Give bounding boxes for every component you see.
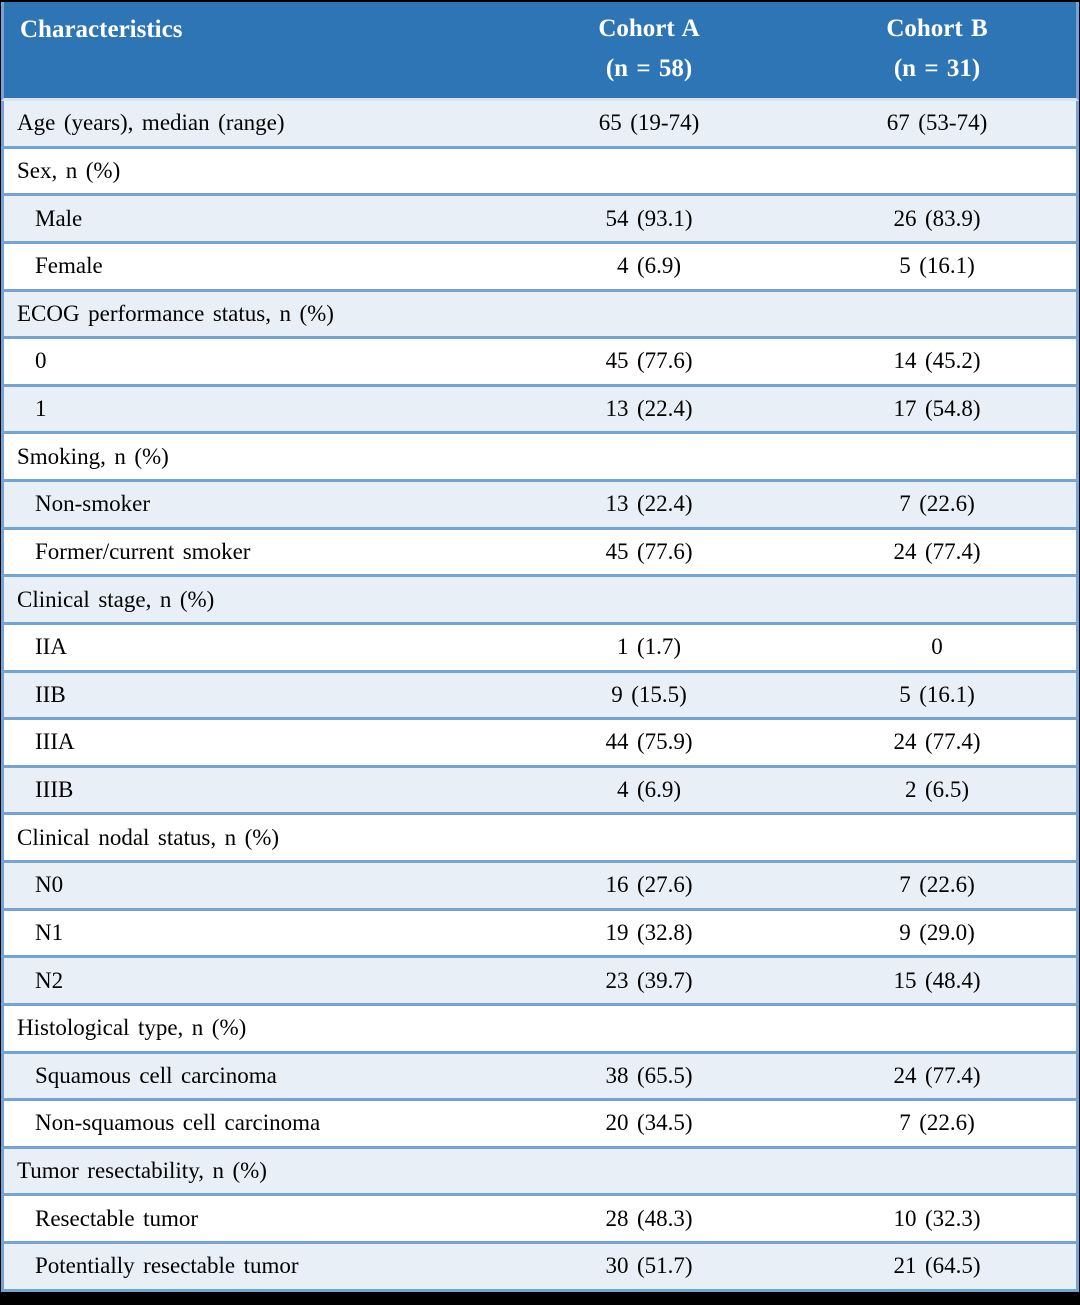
cohort-a-value: 44 (75.9): [605, 729, 693, 755]
cohort-b-value: 0: [931, 634, 943, 660]
bottom-black-bar: [0, 1292, 1080, 1305]
column-header-cohort-a: Cohort A (n = 58): [500, 2, 798, 98]
row-label: Age (years), median (range): [17, 110, 285, 136]
cohort-b-name: Cohort B: [886, 15, 988, 42]
cohort-b-value: 9 (29.0): [899, 919, 975, 945]
row-label: IIA: [35, 634, 67, 660]
row-label: N2: [35, 967, 64, 993]
cohort-a-value: 1 (1.7): [616, 634, 682, 660]
column-header-characteristics: Characteristics: [20, 16, 183, 43]
cohort-a-value: 23 (39.7): [605, 967, 693, 993]
table-row: Sex, n (%): [1, 148, 1079, 197]
cohort-a-value: 20 (34.5): [605, 1110, 693, 1136]
cohort-a-value: 45 (77.6): [605, 348, 693, 374]
table-row: 0 45 (77.6) 14 (45.2): [1, 339, 1079, 387]
table-row: N2 23 (39.7) 15 (48.4): [1, 958, 1079, 1006]
column-header-cohort-b: Cohort B (n = 31): [798, 2, 1076, 98]
cohort-a-sample-size: (n = 58): [605, 55, 693, 82]
table-row: Tumor resectability, n (%): [1, 1148, 1079, 1197]
table-row: Non-smoker 13 (22.4) 7 (22.6): [1, 482, 1079, 530]
cohort-a-name: Cohort A: [598, 15, 700, 42]
cohort-a-value: 16 (27.6): [605, 872, 693, 898]
table-row: 1 13 (22.4) 17 (54.8): [1, 386, 1079, 435]
row-label: Female: [35, 253, 103, 279]
cohort-b-value: 24 (77.4): [893, 729, 981, 755]
cohort-b-value: 67 (53-74): [886, 110, 988, 136]
row-label: N0: [35, 872, 64, 898]
cohort-a-value: 4 (6.9): [616, 253, 682, 279]
table-row: Resectable tumor 28 (48.3) 10 (32.3): [1, 1196, 1079, 1244]
row-label: Former/current smoker: [35, 538, 251, 564]
row-label: IIIB: [35, 777, 74, 803]
table-body: Age (years), median (range) 65 (19-74) 67 …: [1, 101, 1079, 1292]
cohort-a-value: 28 (48.3): [605, 1205, 693, 1231]
row-label: Non-smoker: [35, 491, 150, 517]
row-label: N1: [35, 919, 64, 945]
row-label: Histological type, n (%): [17, 1015, 247, 1041]
row-label: Tumor resectability, n (%): [17, 1158, 267, 1184]
cohort-b-value: 7 (22.6): [899, 1110, 975, 1136]
row-label: ECOG performance status, n (%): [17, 300, 334, 326]
row-label: 0: [35, 348, 47, 374]
row-label: 1: [35, 396, 47, 422]
table-row: Potentially resectable tumor 30 (51.7) 21 …: [1, 1244, 1079, 1292]
cohort-b-value: 2 (6.5): [904, 777, 970, 803]
table-row: Male 54 (93.1) 26 (83.9): [1, 196, 1079, 244]
row-label: Squamous cell carcinoma: [35, 1062, 277, 1088]
cohort-b-value: 7 (22.6): [899, 491, 975, 517]
row-label: Resectable tumor: [35, 1205, 199, 1231]
table-row: N0 16 (27.6) 7 (22.6): [1, 863, 1079, 911]
cohort-b-value: 24 (77.4): [893, 1062, 981, 1088]
cohort-a-value: 54 (93.1): [605, 205, 693, 231]
row-label: Potentially resectable tumor: [35, 1253, 299, 1279]
table-row: Age (years), median (range) 65 (19-74) 67 …: [1, 101, 1079, 149]
cohort-b-value: 24 (77.4): [893, 538, 981, 564]
table-row: Female 4 (6.9) 5 (16.1): [1, 243, 1079, 292]
cohort-a-value: 9 (15.5): [611, 681, 687, 707]
row-label: Clinical nodal status, n (%): [17, 824, 280, 850]
row-label: IIB: [35, 681, 66, 707]
table-row: Smoking, n (%): [1, 434, 1079, 482]
cohort-a-value: 65 (19-74): [598, 110, 700, 136]
table-row: IIB 9 (15.5) 5 (16.1): [1, 672, 1079, 721]
row-label: Sex, n (%): [17, 157, 121, 183]
cohort-b-value: 17 (54.8): [893, 396, 981, 422]
table-row: ECOG performance status, n (%): [1, 291, 1079, 340]
cohort-b-value: 5 (16.1): [899, 681, 975, 707]
table-row: IIA 1 (1.7) 0: [1, 624, 1079, 673]
table-row: IIIA 44 (75.9) 24 (77.4): [1, 720, 1079, 768]
cohort-a-value: 4 (6.9): [616, 777, 682, 803]
table-row: Histological type, n (%): [1, 1005, 1079, 1054]
cohort-a-value: 13 (22.4): [605, 396, 693, 422]
cohort-a-value: 38 (65.5): [605, 1062, 693, 1088]
cohort-b-value: 10 (32.3): [893, 1205, 981, 1231]
table-row: Squamous cell carcinoma 38 (65.5) 24 (77.4…: [1, 1053, 1079, 1102]
cohort-a-value: 30 (51.7): [605, 1253, 693, 1279]
table-row: N1 19 (32.8) 9 (29.0): [1, 910, 1079, 959]
table-row: Non-squamous cell carcinoma 20 (34.5) 7 (2…: [1, 1101, 1079, 1149]
cohort-b-value: 15 (48.4): [893, 967, 981, 993]
row-label: Smoking, n (%): [17, 443, 169, 469]
cohort-a-value: 19 (32.8): [605, 919, 693, 945]
table-header-row: Characteristics Cohort A (n = 58) Cohort…: [1, 2, 1079, 101]
cohort-b-value: 26 (83.9): [893, 205, 981, 231]
row-label: Male: [35, 205, 83, 231]
cohort-b-value: 7 (22.6): [899, 872, 975, 898]
cohort-b-value: 14 (45.2): [893, 348, 981, 374]
cohort-b-value: 5 (16.1): [899, 253, 975, 279]
table-row: Clinical stage, n (%): [1, 577, 1079, 625]
table-row: IIIB 4 (6.9) 2 (6.5): [1, 767, 1079, 816]
cohort-b-sample-size: (n = 31): [893, 55, 981, 82]
cohort-b-value: 21 (64.5): [893, 1253, 981, 1279]
cohort-a-value: 45 (77.6): [605, 538, 693, 564]
row-label: Clinical stage, n (%): [17, 586, 215, 612]
cohort-a-value: 13 (22.4): [605, 491, 693, 517]
row-label: IIIA: [35, 729, 75, 755]
table-row: Former/current smoker 45 (77.6) 24 (77.4): [1, 529, 1079, 578]
table-row: Clinical nodal status, n (%): [1, 815, 1079, 863]
row-label: Non-squamous cell carcinoma: [35, 1110, 321, 1136]
